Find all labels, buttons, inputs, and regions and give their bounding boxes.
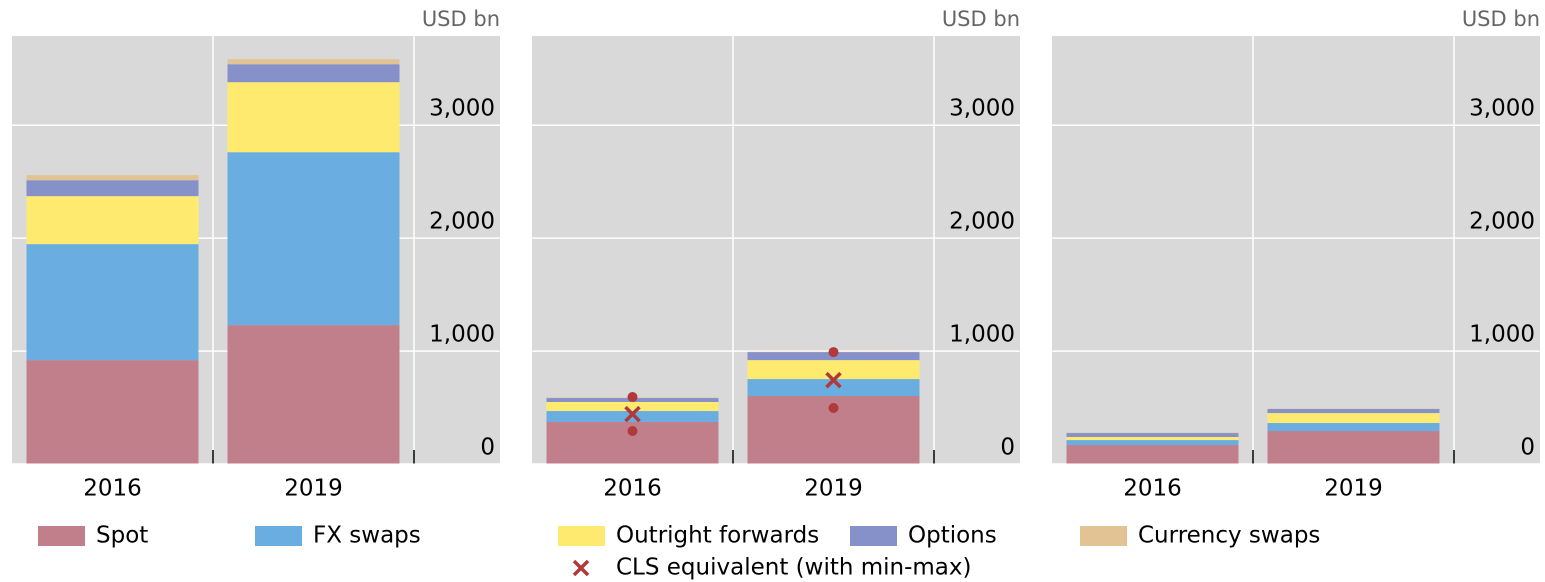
cls-marker xyxy=(825,371,842,389)
bar-segment xyxy=(26,196,199,245)
y-tick-label: 2,000 xyxy=(429,209,495,235)
y-tick-label: 0 xyxy=(1520,435,1535,461)
bar-segment xyxy=(747,360,920,380)
y-tick-label: 1,000 xyxy=(429,322,495,348)
range-dot xyxy=(828,402,839,413)
bar-segment xyxy=(227,152,400,326)
bar-segment xyxy=(1267,413,1440,424)
range-dot xyxy=(627,392,638,403)
legend-label: CLS equivalent (with min-max) xyxy=(616,555,972,581)
legend-swatch xyxy=(1080,526,1127,546)
x-tick-label: 2019 xyxy=(1324,476,1383,502)
unit-label: USD bn xyxy=(422,7,500,31)
bar-segment xyxy=(227,59,400,65)
legend-label: Outright forwards xyxy=(616,523,819,549)
bar-segment xyxy=(1066,437,1239,441)
y-tick-label: 2,000 xyxy=(1469,209,1535,235)
y-tick-label: 3,000 xyxy=(949,96,1015,122)
unit-label: USD bn xyxy=(942,7,1020,31)
bar-segment xyxy=(1267,423,1440,432)
y-tick-label: 3,000 xyxy=(429,96,495,122)
legend-label: Spot xyxy=(96,523,148,549)
bar-segment xyxy=(1066,445,1239,464)
range-dot xyxy=(627,426,638,437)
bar-segment xyxy=(1066,440,1239,446)
cls-marker xyxy=(624,405,641,423)
legend-swatch xyxy=(558,526,605,546)
legend-marker xyxy=(572,559,590,577)
legend-swatch xyxy=(850,526,897,546)
bar-segment xyxy=(1267,409,1440,414)
unit-label: USD bn xyxy=(1462,7,1540,31)
x-tick-label: 2016 xyxy=(603,476,662,502)
y-tick-label: 1,000 xyxy=(1469,322,1535,348)
bar-segment xyxy=(26,175,199,181)
y-tick-label: 0 xyxy=(480,435,495,461)
legend-swatch xyxy=(255,526,302,546)
bar-segment xyxy=(747,379,920,397)
bar-segment xyxy=(26,244,199,361)
bar-segment xyxy=(227,82,400,153)
y-tick-label: 3,000 xyxy=(1469,96,1535,122)
plot-background xyxy=(1052,36,1540,464)
x-tick-label: 2016 xyxy=(83,476,142,502)
bar-segment xyxy=(1066,433,1239,438)
x-tick-label: 2019 xyxy=(804,476,863,502)
bar-segment xyxy=(227,325,400,464)
x-tick-label: 2019 xyxy=(284,476,343,502)
bar-segment xyxy=(227,64,400,83)
legend-swatch xyxy=(38,526,85,546)
bar-segment xyxy=(546,402,719,412)
y-tick-label: 1,000 xyxy=(949,322,1015,348)
legend-label: Options xyxy=(908,523,997,549)
bar-segment xyxy=(26,360,199,464)
range-dot xyxy=(828,347,839,358)
x-tick-label: 2016 xyxy=(1123,476,1182,502)
bar-segment xyxy=(1267,431,1440,464)
legend-label: FX swaps xyxy=(313,523,421,549)
y-tick-label: 0 xyxy=(1000,435,1015,461)
bar-segment xyxy=(26,180,199,197)
y-tick-label: 2,000 xyxy=(949,209,1015,235)
legend-label: Currency swaps xyxy=(1138,523,1320,549)
